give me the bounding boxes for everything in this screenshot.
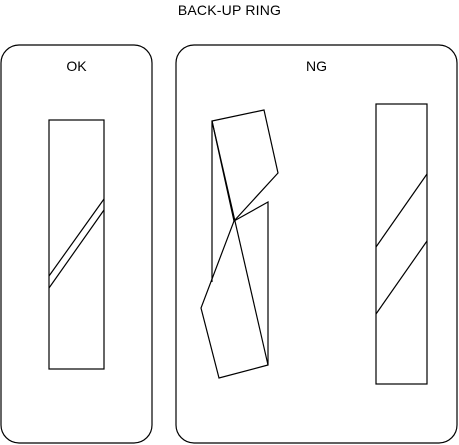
ng-ring-outline	[375, 103, 428, 385]
ok-panel-label: OK	[66, 58, 87, 74]
ng-twisted-edge-center	[211, 120, 269, 366]
ok-panel-frame	[0, 44, 153, 444]
ng-twisted-lower-half	[200, 200, 269, 379]
ok-ring-split-line-upper	[48, 198, 105, 277]
ng-ring-split-line-lower	[375, 240, 428, 315]
ng-ring-wide-gap	[375, 103, 428, 385]
ok-ring-outline	[48, 119, 105, 370]
diagram-title: BACK-UP RING	[177, 2, 282, 18]
ok-ring-split-line-lower	[48, 209, 105, 289]
ng-ring-split-line-upper	[375, 173, 428, 248]
ng-panel-label: NG	[306, 58, 327, 74]
ng-twisted-upper-half	[211, 109, 279, 223]
ng-panel-frame	[175, 44, 458, 444]
ok-ring	[48, 119, 105, 370]
ng-ring-twisted	[200, 109, 279, 379]
